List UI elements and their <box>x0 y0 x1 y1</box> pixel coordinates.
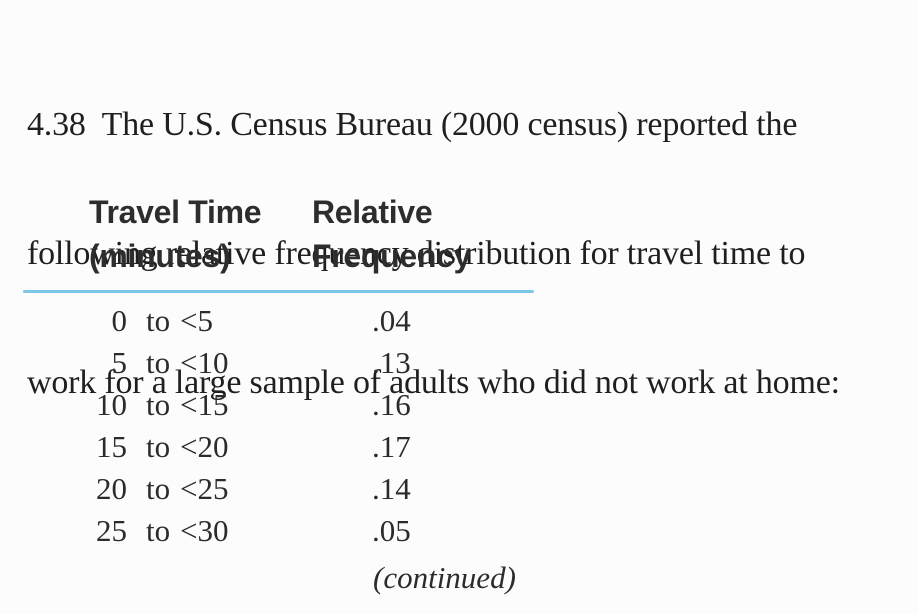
interval-separator: to <box>146 513 171 548</box>
table-header-rule <box>23 290 534 293</box>
continued-label: (continued) <box>373 560 516 595</box>
interval-separator: to <box>146 471 171 506</box>
problem-text-line-3: work for a large sample of adults who di… <box>27 364 840 401</box>
problem-text-line-1: 4.38 The U.S. Census Bureau (2000 census… <box>27 106 798 143</box>
table-row: 20 to <25 .14 <box>0 468 918 510</box>
interval-separator: to <box>146 429 171 464</box>
column-header-relative-frequency-line-1: Relative <box>312 194 433 230</box>
relative-frequency-value: .14 <box>372 471 411 506</box>
table-row: 10 to <15 .16 <box>0 384 918 426</box>
table-body: 0 to <5 .04 5 to <10 .13 10 to <15 .16 1… <box>0 300 918 552</box>
interval-separator: to <box>146 303 171 338</box>
relative-frequency-value: .17 <box>372 429 411 464</box>
interval-start: 25 <box>96 513 127 548</box>
interval-start: 10 <box>96 387 127 422</box>
problem-statement: 4.38 The U.S. Census Bureau (2000 census… <box>27 17 840 490</box>
table-row: 15 to <20 .17 <box>0 426 918 468</box>
table-row: 5 to <10 .13 <box>0 342 918 384</box>
problem-text-line-2: following relative frequency distributio… <box>27 235 806 272</box>
relative-frequency-value: .05 <box>372 513 411 548</box>
interval-end: <5 <box>180 303 213 338</box>
interval-start: 15 <box>96 429 127 464</box>
column-header-relative-frequency: Relative Frequency <box>312 190 471 278</box>
interval-end: <20 <box>180 429 229 464</box>
column-header-travel-time: Travel Time (minutes) <box>89 190 262 278</box>
interval-end: <30 <box>180 513 229 548</box>
column-header-travel-time-line-1: Travel Time <box>89 194 262 230</box>
interval-separator: to <box>146 345 171 380</box>
interval-start: 0 <box>111 303 128 338</box>
interval-separator: to <box>146 387 171 422</box>
relative-frequency-value: .13 <box>372 345 411 380</box>
interval-end: <15 <box>180 387 229 422</box>
table-row: 25 to <30 .05 <box>0 510 918 552</box>
relative-frequency-value: .16 <box>372 387 411 422</box>
relative-frequency-value: .04 <box>372 303 411 338</box>
column-header-travel-time-line-2: (minutes) <box>89 238 231 274</box>
column-header-relative-frequency-line-2: Frequency <box>312 238 472 274</box>
interval-end: <25 <box>180 471 229 506</box>
interval-end: <10 <box>180 345 229 380</box>
table-row: 0 to <5 .04 <box>0 300 918 342</box>
interval-start: 20 <box>96 471 127 506</box>
interval-start: 5 <box>111 345 128 380</box>
